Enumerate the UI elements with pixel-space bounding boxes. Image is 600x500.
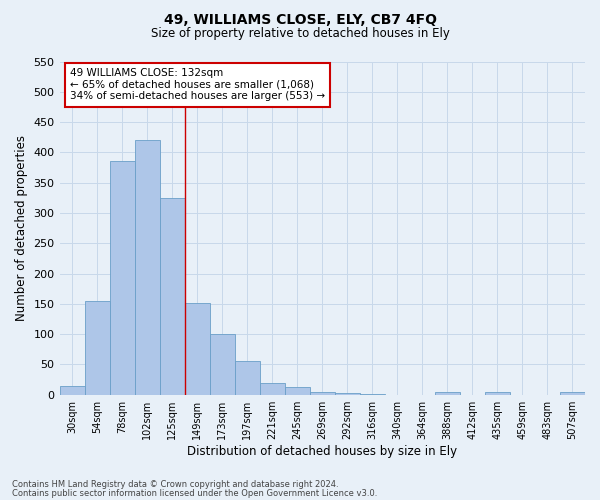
Bar xyxy=(235,362,260,394)
Bar xyxy=(134,140,160,394)
Bar xyxy=(485,392,510,394)
Bar xyxy=(260,382,285,394)
Bar xyxy=(110,162,134,394)
Bar xyxy=(435,392,460,394)
Bar xyxy=(85,301,110,394)
Bar xyxy=(59,386,85,394)
Bar xyxy=(209,334,235,394)
Bar xyxy=(560,392,585,394)
Bar xyxy=(185,302,209,394)
X-axis label: Distribution of detached houses by size in Ely: Distribution of detached houses by size … xyxy=(187,444,457,458)
Text: Contains public sector information licensed under the Open Government Licence v3: Contains public sector information licen… xyxy=(12,488,377,498)
Bar xyxy=(310,392,335,394)
Y-axis label: Number of detached properties: Number of detached properties xyxy=(15,135,28,321)
Text: 49, WILLIAMS CLOSE, ELY, CB7 4FQ: 49, WILLIAMS CLOSE, ELY, CB7 4FQ xyxy=(163,12,437,26)
Bar xyxy=(160,198,185,394)
Text: Contains HM Land Registry data © Crown copyright and database right 2024.: Contains HM Land Registry data © Crown c… xyxy=(12,480,338,489)
Text: 49 WILLIAMS CLOSE: 132sqm
← 65% of detached houses are smaller (1,068)
34% of se: 49 WILLIAMS CLOSE: 132sqm ← 65% of detac… xyxy=(70,68,325,102)
Bar xyxy=(285,388,310,394)
Text: Size of property relative to detached houses in Ely: Size of property relative to detached ho… xyxy=(151,28,449,40)
